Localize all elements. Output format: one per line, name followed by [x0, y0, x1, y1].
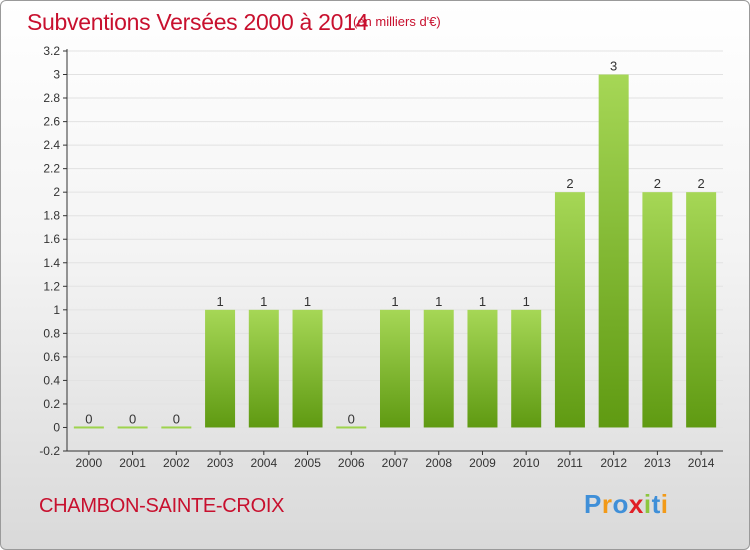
x-tick-label-2009: 2009: [469, 456, 496, 470]
logo-letter-6: i: [660, 489, 669, 519]
bar-2011: [554, 192, 585, 428]
data-label-2000: 0: [85, 411, 92, 426]
x-tick-label-2000: 2000: [76, 456, 103, 470]
y-tick-label-13: 2.4: [43, 138, 60, 152]
x-tick-label-2001: 2001: [119, 456, 146, 470]
axes: [63, 49, 723, 455]
y-tick-label-7: 1.2: [43, 279, 60, 293]
y-tick-label-16: 3: [53, 68, 60, 82]
bar-2010: [511, 309, 542, 428]
data-labels: 0 0 0 1 1 1 0 1 1 1 1 2 3 2 2: [85, 59, 705, 427]
y-tick-label-10: 1.8: [43, 209, 60, 223]
commune-name: CHAMBON-SAINTE-CROIX: [39, 495, 285, 517]
logo-letter-3: x: [628, 489, 644, 519]
y-tick-label-3: 0.4: [43, 373, 60, 387]
y-tick-label-4: 0.6: [43, 350, 60, 364]
data-label-2008: 1: [435, 294, 442, 309]
x-tick-label-2012: 2012: [600, 456, 627, 470]
data-label-2014: 2: [698, 176, 705, 191]
x-tick-label-2006: 2006: [338, 456, 365, 470]
y-tick-label-12: 2.2: [43, 162, 60, 176]
data-label-2007: 1: [391, 294, 398, 309]
bar-2004: [248, 309, 279, 428]
y-tick-label-1: 0: [53, 420, 60, 434]
data-label-2005: 1: [304, 294, 311, 309]
bar-2007: [380, 309, 410, 428]
y-tick-labels: -0.2 0 0.2 0.4 0.6 0.8 1 1.2 1.4 1.6 1.8 2 2.2 2.4 2.6…: [39, 44, 60, 458]
data-label-2004: 1: [260, 294, 267, 309]
bar-2000: [73, 426, 104, 429]
bar-2014: [686, 192, 717, 428]
bar-2009: [467, 309, 498, 428]
y-tick-label-9: 1.6: [43, 232, 60, 246]
data-label-2013: 2: [654, 176, 661, 191]
y-tick-label-2: 0.2: [43, 397, 60, 411]
unit-note: (en milliers d'€): [353, 14, 441, 29]
bar-2008: [423, 309, 454, 428]
data-label-2001: 0: [129, 411, 136, 426]
x-tick-label-2013: 2013: [644, 456, 671, 470]
data-label-2006: 0: [348, 411, 355, 426]
x-tick-label-2008: 2008: [425, 456, 452, 470]
bar-2006: [336, 426, 367, 429]
x-tick-labels: 2000 2001 2002 2003 2004 2005 2006 2007 2008 2009…: [76, 456, 715, 470]
y-tick-label-8: 1.4: [43, 256, 60, 270]
y-tick-label-14: 2.6: [43, 115, 60, 129]
bar-2002: [161, 426, 192, 429]
x-tick-label-2014: 2014: [688, 456, 715, 470]
bar-2013: [642, 192, 673, 428]
x-tick-label-2002: 2002: [163, 456, 190, 470]
logo-letter-4: i: [643, 489, 652, 519]
y-tick-label-5: 0.8: [43, 326, 60, 340]
data-label-2009: 1: [479, 294, 486, 309]
logo-letter-0: P: [584, 489, 602, 519]
y-tick-label-0: -0.2: [39, 444, 60, 458]
logo-letter-5: t: [651, 489, 661, 519]
bar-2003: [205, 309, 236, 428]
y-tick-label-11: 2: [53, 185, 60, 199]
x-tick-label-2007: 2007: [382, 456, 409, 470]
y-tick-label-6: 1: [53, 303, 60, 317]
data-label-2010: 1: [523, 294, 530, 309]
x-tick-label-2010: 2010: [513, 456, 540, 470]
y-tick-label-17: 3.2: [43, 44, 60, 58]
data-label-2011: 2: [566, 176, 573, 191]
bar-2001: [117, 426, 148, 429]
x-tick-label-2005: 2005: [294, 456, 321, 470]
data-label-2012: 3: [610, 59, 617, 74]
data-label-2002: 0: [173, 411, 180, 426]
y-tick-label-15: 2.8: [43, 91, 60, 105]
x-tick-label-2004: 2004: [250, 456, 277, 470]
data-label-2003: 1: [216, 294, 223, 309]
chart-title: Subventions Versées 2000 à 2014: [27, 9, 369, 35]
proxiti-logo[interactable]: Proxiti: [584, 489, 668, 520]
bar-2012: [598, 74, 629, 428]
bar-2005: [292, 309, 323, 428]
logo-letter-1: r: [601, 489, 613, 519]
x-tick-label-2003: 2003: [207, 456, 234, 470]
bars: [73, 74, 717, 429]
logo-letter-2: o: [612, 489, 629, 519]
x-tick-label-2011: 2011: [557, 456, 583, 470]
